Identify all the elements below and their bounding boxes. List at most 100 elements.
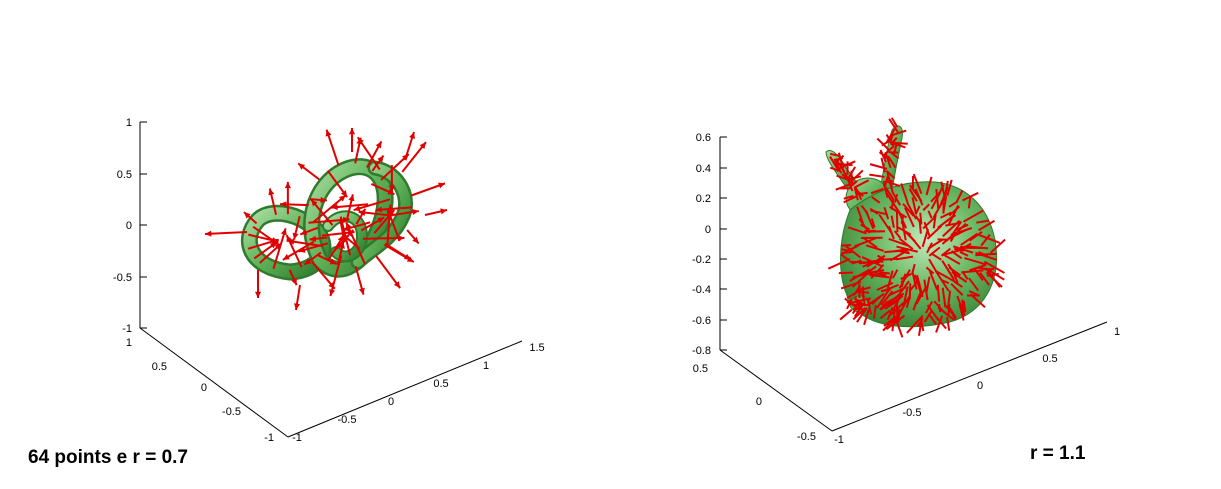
normal-arrow (856, 191, 868, 196)
normal-arrow (968, 290, 979, 296)
x-tick-label: 0 (977, 380, 983, 392)
normal-arrow (936, 284, 941, 302)
normal-arrow (967, 197, 972, 209)
normal-arrow (926, 242, 933, 254)
normal-arrow (989, 238, 1006, 254)
normal-arrow (849, 268, 871, 282)
x-tick-label: 0.5 (1042, 353, 1057, 365)
normal-arrow (879, 309, 891, 320)
normal-arrow (839, 308, 853, 321)
normal-arrow (905, 297, 911, 309)
normal-arrow (861, 256, 883, 268)
y-tick-label: 0 (756, 396, 762, 408)
arrow-head (387, 209, 395, 217)
arrow-head (357, 137, 364, 145)
normal-arrow (978, 219, 995, 232)
normal-arrow (866, 271, 879, 277)
normal-arrow (895, 255, 914, 261)
normal-arrow (854, 185, 863, 201)
arrow-head (353, 205, 361, 212)
normal-arrow (863, 309, 870, 326)
normal-arrow (345, 222, 366, 265)
normal-arrow (884, 172, 890, 186)
normal-arrow (889, 286, 907, 296)
normal-arrow (941, 287, 947, 308)
z-tick-label: -0.2 (692, 254, 711, 266)
arrow-head (280, 201, 287, 208)
normal-arrow (870, 187, 884, 195)
normal-arrow (844, 297, 858, 309)
normal-arrow (829, 166, 839, 172)
normal-arrow (941, 233, 955, 245)
right-caption: r = 1.1 (1030, 443, 1086, 464)
arrow-head (287, 238, 295, 245)
normal-arrow (835, 183, 850, 191)
normal-arrow (959, 251, 969, 257)
arrow-head (284, 181, 291, 189)
z-tick-label: 0.4 (696, 163, 711, 175)
z-tick-label: -0.8 (692, 345, 711, 357)
normal-arrow (962, 191, 979, 202)
normal-arrow (885, 128, 896, 144)
normal-arrow (853, 186, 859, 201)
normal-arrow (887, 155, 897, 169)
normal-arrow (876, 281, 894, 291)
arrow-head (268, 188, 275, 196)
normal-arrow (961, 269, 984, 274)
arrow-head (298, 246, 306, 253)
normal-arrow (866, 299, 873, 315)
normal-arrow (860, 204, 869, 215)
normal-arrow (882, 257, 898, 261)
normal-arrow (946, 316, 951, 331)
left-z-tick-labels: 1 0.5 0 -0.5 -1 (113, 117, 132, 335)
normal-arrow (881, 283, 899, 293)
normal-arrow (887, 294, 904, 307)
normal-arrow (930, 193, 941, 210)
normal-arrow (940, 211, 952, 219)
arrow-head (375, 141, 382, 149)
normal-arrow (861, 291, 867, 307)
normal-arrow (885, 192, 900, 213)
normal-arrow (204, 231, 248, 235)
normal-arrow (849, 260, 872, 264)
normal-arrow (870, 218, 876, 228)
normal-arrow (905, 231, 916, 243)
arrow-head (309, 235, 317, 242)
arrow-head (300, 229, 308, 236)
left-x-tick-labels: -1 -0.5 0 0.5 1 1.5 (292, 342, 545, 444)
arrow-head (320, 196, 327, 203)
arrow-head (412, 236, 419, 244)
normal-arrow (935, 315, 944, 333)
normal-arrow (928, 246, 941, 257)
normal-arrow (876, 288, 891, 309)
normal-arrow (884, 299, 899, 310)
normal-arrow (917, 315, 924, 336)
arrow-head (388, 185, 395, 192)
normal-arrow (885, 180, 901, 187)
arrow-head (325, 129, 332, 137)
left-caption: 64 points e r = 0.7 (28, 447, 188, 468)
arrow-head (440, 208, 447, 215)
normal-arrow (845, 245, 862, 259)
normal-arrow (841, 244, 851, 247)
normal-arrow (830, 152, 840, 157)
normal-arrow (869, 163, 888, 170)
normal-arrow (888, 237, 909, 247)
normal-arrow (890, 141, 908, 145)
normal-arrow (980, 233, 991, 247)
normal-arrow (911, 271, 918, 290)
normal-arrow (946, 290, 952, 308)
normal-arrow (873, 304, 877, 319)
normal-arrow (842, 169, 852, 184)
arrow-head (338, 241, 345, 249)
normal-arrow (950, 250, 963, 260)
normal-arrow (888, 134, 894, 144)
normal-arrow (902, 203, 915, 217)
normal-arrow (827, 257, 851, 270)
normal-arrow (891, 269, 899, 279)
normal-arrow (944, 305, 956, 317)
z-tick-label: 0.2 (696, 193, 711, 205)
normal-arrow (956, 295, 966, 317)
normal-arrow (941, 253, 961, 265)
normal-arrow (978, 233, 1001, 244)
